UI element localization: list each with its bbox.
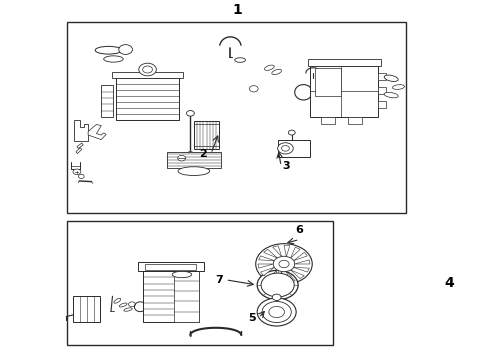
Text: 3: 3 <box>282 161 290 171</box>
Polygon shape <box>294 252 307 261</box>
Polygon shape <box>294 260 310 264</box>
Polygon shape <box>286 271 295 282</box>
Ellipse shape <box>384 75 398 81</box>
Polygon shape <box>291 270 304 279</box>
Polygon shape <box>88 125 106 140</box>
Circle shape <box>178 156 186 161</box>
Ellipse shape <box>124 308 132 311</box>
Circle shape <box>262 301 291 323</box>
Bar <box>145 264 196 270</box>
Ellipse shape <box>392 85 405 89</box>
Ellipse shape <box>235 58 245 62</box>
Circle shape <box>257 270 298 300</box>
Circle shape <box>78 174 84 179</box>
Text: 6: 6 <box>295 225 303 235</box>
Circle shape <box>282 145 289 151</box>
Ellipse shape <box>272 69 282 75</box>
Polygon shape <box>264 249 277 258</box>
Circle shape <box>73 169 81 175</box>
Bar <box>378 73 386 80</box>
Polygon shape <box>76 148 82 154</box>
Bar <box>348 117 363 124</box>
Bar <box>194 121 219 149</box>
Circle shape <box>273 256 294 272</box>
Polygon shape <box>268 270 277 281</box>
Text: 4: 4 <box>445 276 455 290</box>
Bar <box>101 85 114 117</box>
Circle shape <box>269 306 285 318</box>
Bar <box>278 140 310 157</box>
Polygon shape <box>74 120 88 141</box>
Bar <box>116 78 179 120</box>
Text: 2: 2 <box>199 149 207 159</box>
Polygon shape <box>294 267 309 272</box>
Ellipse shape <box>384 93 398 98</box>
Bar <box>378 87 386 94</box>
Circle shape <box>288 130 295 135</box>
Bar <box>74 296 100 322</box>
Bar <box>320 117 335 124</box>
Circle shape <box>143 66 152 73</box>
Polygon shape <box>273 246 282 256</box>
Ellipse shape <box>104 56 123 62</box>
Circle shape <box>279 260 289 267</box>
Polygon shape <box>278 271 284 283</box>
Bar <box>138 262 203 271</box>
Circle shape <box>139 63 156 76</box>
Bar <box>310 66 378 117</box>
Ellipse shape <box>114 298 121 303</box>
Circle shape <box>256 244 312 284</box>
Bar <box>308 59 381 66</box>
Bar <box>112 72 183 78</box>
Polygon shape <box>291 247 300 258</box>
Polygon shape <box>258 264 273 268</box>
Polygon shape <box>77 143 83 148</box>
Bar <box>67 221 333 345</box>
Circle shape <box>249 86 258 92</box>
Bar <box>143 271 199 322</box>
Polygon shape <box>284 245 290 256</box>
Circle shape <box>272 294 281 301</box>
Circle shape <box>278 143 293 154</box>
Circle shape <box>187 111 195 116</box>
Polygon shape <box>259 256 274 261</box>
Text: 1: 1 <box>232 3 242 17</box>
Ellipse shape <box>178 167 210 176</box>
Circle shape <box>188 152 194 156</box>
Polygon shape <box>261 267 274 276</box>
Bar <box>167 152 220 168</box>
Bar <box>67 22 406 213</box>
Circle shape <box>119 45 132 54</box>
Bar <box>173 271 199 322</box>
Circle shape <box>257 298 296 326</box>
Ellipse shape <box>265 65 274 71</box>
Circle shape <box>261 273 294 297</box>
Text: 7: 7 <box>215 275 223 285</box>
Circle shape <box>128 302 135 307</box>
Ellipse shape <box>119 303 127 307</box>
Ellipse shape <box>172 271 192 278</box>
Bar <box>315 68 341 96</box>
Ellipse shape <box>95 46 122 54</box>
Bar <box>378 101 386 108</box>
Text: 5: 5 <box>248 313 256 323</box>
